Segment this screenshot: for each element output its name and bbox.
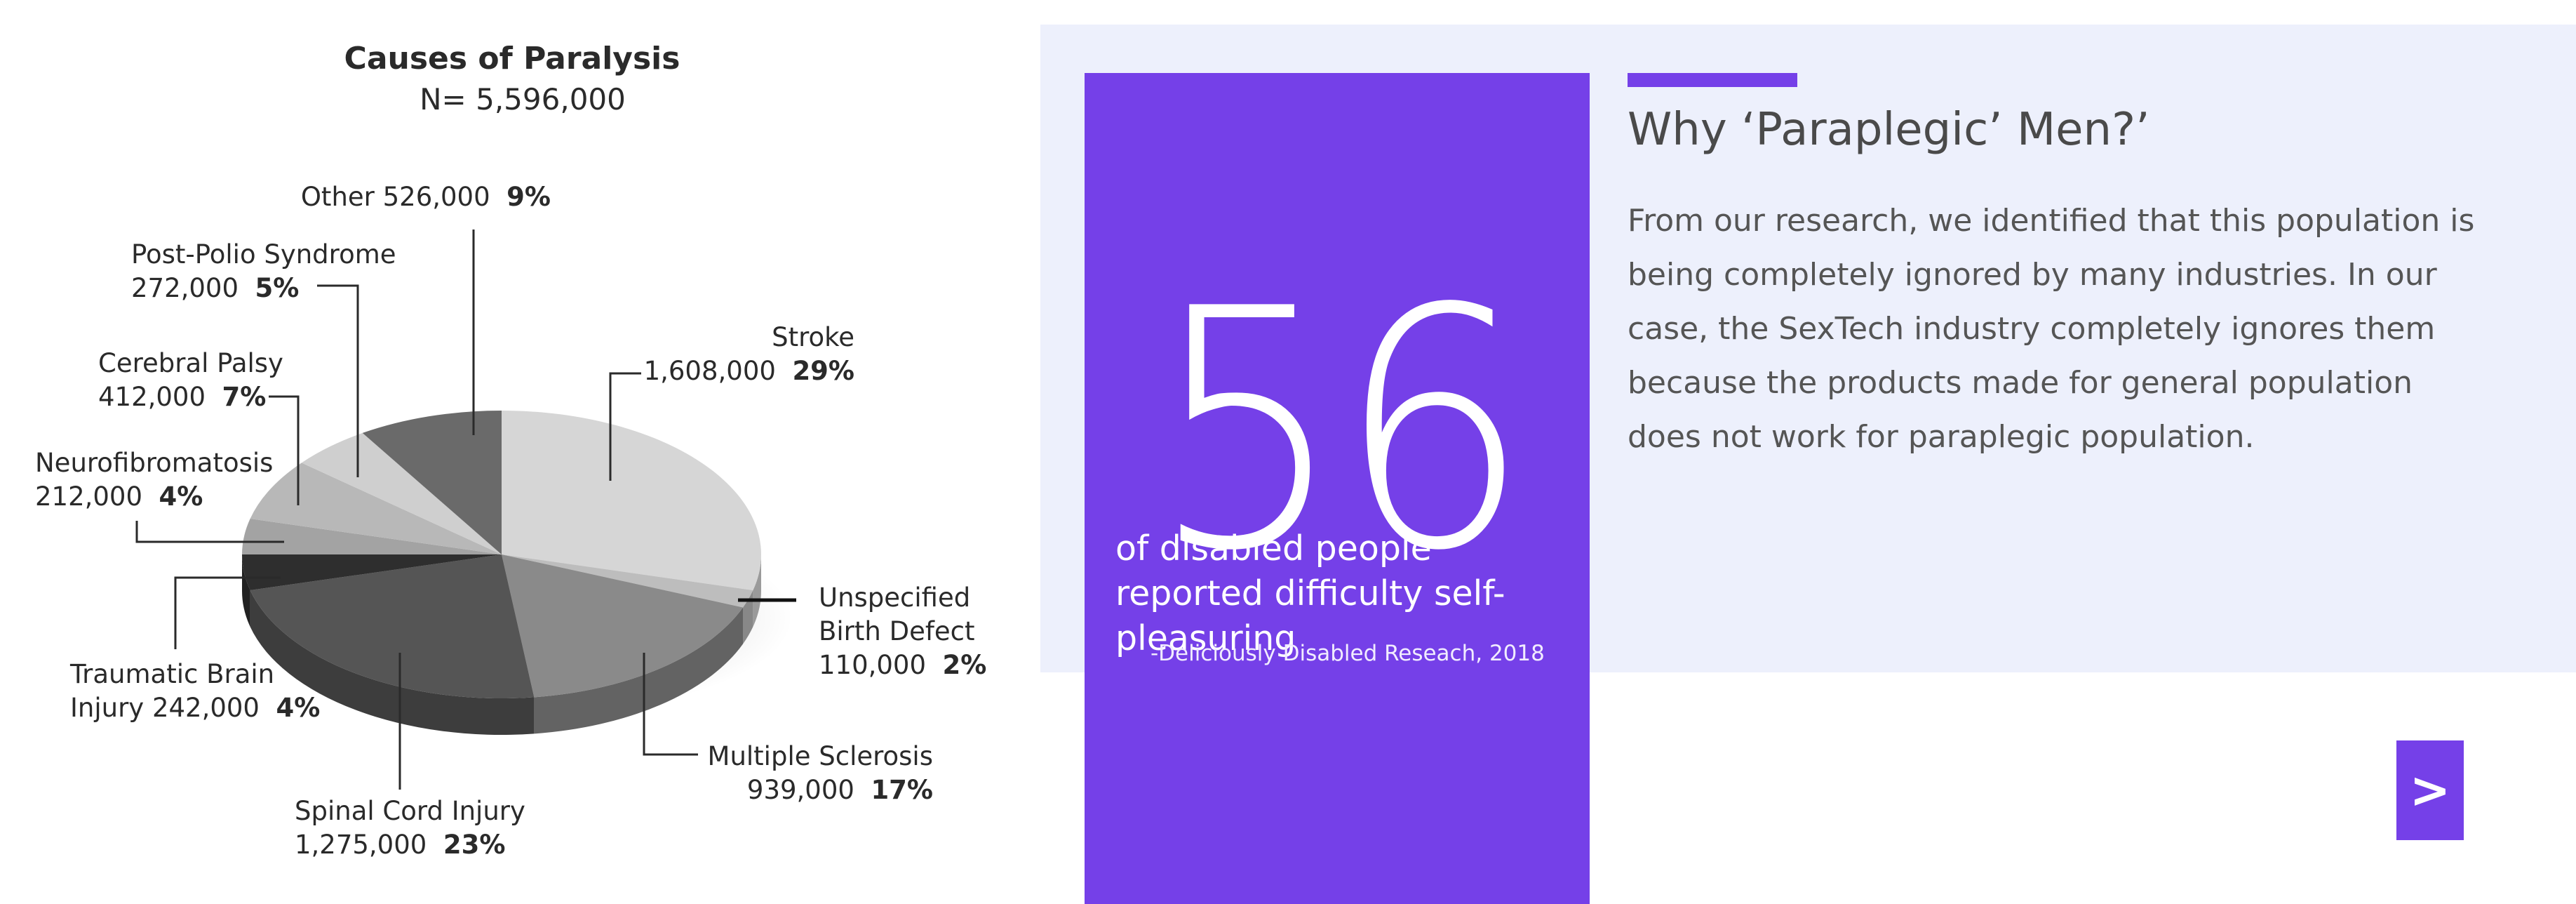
slice-label-other: Other 526,000 9% bbox=[301, 182, 551, 212]
pie-chart: Stroke 1,608,000 29% Unspecified Birth Defe… bbox=[35, 41, 986, 860]
pie-slice-stroke bbox=[502, 411, 761, 590]
slice-label-stroke: Stroke 1,608,000 29% bbox=[644, 322, 854, 386]
leader-line-neurofibromatosis bbox=[135, 521, 284, 543]
slice-labels: Stroke 1,608,000 29% Unspecified Birth Defe… bbox=[35, 182, 986, 860]
section-body: From our research, we identified that th… bbox=[1628, 203, 2475, 455]
stat-card: 56 of disabled people reported difficult… bbox=[1085, 73, 1590, 904]
chart-subtitle: N= 5,596,000 bbox=[420, 82, 626, 117]
leader-line-multiple-sclerosis bbox=[643, 653, 698, 756]
pie-side-spinal-cord-injury bbox=[250, 590, 535, 735]
slice-label-spinal-cord-injury: Spinal Cord Injury 1,275,000 23% bbox=[295, 796, 525, 860]
leader-lines bbox=[135, 230, 796, 790]
slice-label-unspecified-birth-defect: Unspecified Birth Defect 110,000 2% bbox=[819, 583, 986, 680]
pie-side-unspecified-birth-defect bbox=[743, 590, 753, 644]
pie-side-multiple-sclerosis bbox=[534, 607, 744, 734]
slice-label-neurofibromatosis: Neurofibromatosis 212,000 4% bbox=[35, 448, 273, 512]
chart-title: Causes of Paralysis bbox=[344, 41, 680, 77]
pie-slice-spinal-cord-injury bbox=[250, 554, 535, 698]
slice-label-cerebral-palsy: Cerebral Palsy 412,000 7% bbox=[98, 348, 283, 412]
leader-line-traumatic-brain-injury bbox=[174, 576, 281, 649]
section-heading: Why ‘Paraplegic’ Men?’ bbox=[1628, 104, 2150, 156]
slice-label-multiple-sclerosis: Multiple Sclerosis 939,000 17% bbox=[708, 741, 933, 805]
pie-slice-unspecified-birth-defect bbox=[502, 554, 753, 608]
pie-side-traumatic-brain-injury bbox=[242, 554, 250, 627]
pie-slice-other bbox=[362, 411, 502, 554]
pie-slice-multiple-sclerosis bbox=[502, 554, 744, 698]
stat-number: 56 bbox=[1151, 239, 1530, 623]
pie-top bbox=[242, 411, 761, 698]
slice-label-traumatic-brain-injury: Traumatic Brain Injury 242,000 4% bbox=[69, 659, 320, 723]
pie-slice-post-polio-syndrome bbox=[301, 432, 502, 554]
leader-line-stroke bbox=[609, 372, 641, 481]
heading-accent-bar bbox=[1628, 73, 1797, 87]
pie-depth bbox=[242, 554, 761, 735]
pie-side-stroke bbox=[753, 554, 761, 627]
pie-slice-traumatic-brain-injury bbox=[242, 554, 502, 590]
leader-line-post-polio-syndrome bbox=[317, 284, 359, 477]
pie-chart-panel: Stroke 1,608,000 29% Unspecified Birth Defe… bbox=[0, 0, 1038, 904]
stat-caption: of disabled people reported difficulty s… bbox=[1115, 529, 1505, 658]
pie-slice-cerebral-palsy bbox=[250, 463, 502, 554]
next-slide-button[interactable]: > bbox=[2396, 740, 2464, 840]
leader-line-cerebral-palsy bbox=[269, 395, 300, 505]
slice-label-post-polio-syndrome: Post-Polio Syndrome 272,000 5% bbox=[131, 239, 396, 303]
pie-slice-neurofibromatosis bbox=[242, 519, 502, 554]
stat-source: -Deliciously Disabled Reseach, 2018 bbox=[1151, 641, 1545, 666]
